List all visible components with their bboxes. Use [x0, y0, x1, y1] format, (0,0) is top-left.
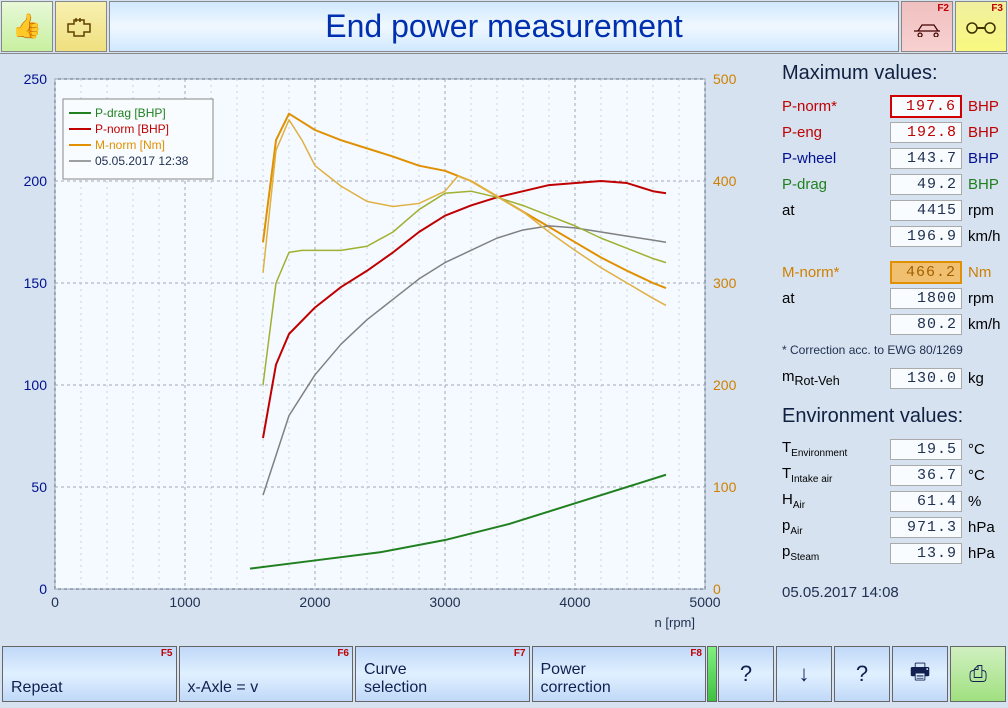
toolbar-icon-button[interactable]: 🖶 [892, 646, 948, 702]
mrot-row: mRot-Veh 130.0 kg [782, 365, 1004, 391]
svg-text:100: 100 [24, 377, 48, 393]
f2-button[interactable]: F2 [901, 1, 953, 52]
f3-button[interactable]: F3 [955, 1, 1007, 52]
svg-text:4000: 4000 [559, 594, 590, 610]
svg-text:50: 50 [31, 479, 47, 495]
value-row: 80.2km/h [782, 311, 1004, 337]
svg-text:P-norm [BHP]: P-norm [BHP] [95, 122, 169, 136]
svg-text:3000: 3000 [429, 594, 460, 610]
right-panel: Maximum values: P-norm*197.6BHPP-eng192.… [776, 54, 1008, 644]
toolbar-icon-button[interactable]: ? [834, 646, 890, 702]
value-row: TIntake air36.7°C [782, 462, 1004, 488]
svg-text:1000: 1000 [169, 594, 200, 610]
svg-text:400: 400 [713, 173, 737, 189]
chart-area: 0100020003000400050000501001502002500100… [0, 54, 776, 644]
svg-text:n [rpm]: n [rpm] [655, 615, 695, 630]
toolbar-icon-button[interactable]: ⎙ [950, 646, 1006, 702]
svg-text:0: 0 [39, 581, 47, 597]
main-area: 0100020003000400050000501001502002500100… [0, 54, 1008, 644]
toolbar-icon-button[interactable]: ↓ [776, 646, 832, 702]
toolbar-icon-button[interactable]: ? [718, 646, 774, 702]
svg-text:200: 200 [24, 173, 48, 189]
bottombar: F5RepeatF6x-Axle = vF7Curve selectionF8P… [0, 644, 1008, 704]
value-row: at4415rpm [782, 197, 1004, 223]
svg-text:250: 250 [24, 71, 48, 87]
svg-text:P-drag [BHP]: P-drag [BHP] [95, 106, 166, 120]
value-row: M-norm*466.2Nm [782, 259, 1004, 285]
value-row: P-eng192.8BHP [782, 119, 1004, 145]
max-values-heading: Maximum values: [782, 62, 1004, 85]
axle-icon [966, 18, 996, 36]
car-icon [910, 17, 944, 37]
topbar: 👍 End power measurement F2 F3 [0, 0, 1008, 54]
env-values-heading: Environment values: [782, 405, 1004, 428]
value-row: P-drag49.2BHP [782, 171, 1004, 197]
value-row: P-norm*197.6BHP [782, 93, 1004, 119]
timestamp: 05.05.2017 14:08 [782, 584, 1004, 601]
svg-text:M-norm [Nm]: M-norm [Nm] [95, 138, 165, 152]
fkey-button[interactable]: F6x-Axle = v [179, 646, 354, 702]
svg-text:300: 300 [713, 275, 737, 291]
svg-text:05.05.2017 12:38: 05.05.2017 12:38 [95, 154, 189, 168]
fkey-button[interactable]: F7Curve selection [355, 646, 530, 702]
value-row: HAir61.4% [782, 488, 1004, 514]
value-row: P-wheel143.7BHP [782, 145, 1004, 171]
svg-text:150: 150 [24, 275, 48, 291]
f2-label: F2 [937, 3, 949, 14]
svg-text:500: 500 [713, 71, 737, 87]
page-title: End power measurement [109, 1, 899, 52]
svg-text:100: 100 [713, 479, 737, 495]
svg-text:2000: 2000 [299, 594, 330, 610]
fkey-button[interactable]: F5Repeat [2, 646, 177, 702]
fkey-button[interactable]: F8Power correction [532, 646, 707, 702]
svg-text:0: 0 [713, 581, 721, 597]
separator [707, 646, 717, 702]
svg-text:0: 0 [51, 594, 59, 610]
correction-note: * Correction acc. to EWG 80/1269 [782, 343, 1004, 357]
value-row: at1800rpm [782, 285, 1004, 311]
value-row: TEnvironment19.5°C [782, 436, 1004, 462]
dyno-chart: 0100020003000400050000501001502002500100… [10, 69, 750, 639]
engine-icon [66, 16, 96, 38]
f3-label: F3 [991, 3, 1003, 14]
value-row: pAir971.3hPa [782, 514, 1004, 540]
engine-button[interactable] [55, 1, 107, 52]
ok-button[interactable]: 👍 [1, 1, 53, 52]
value-row: 196.9km/h [782, 223, 1004, 249]
svg-text:200: 200 [713, 377, 737, 393]
value-row: pSteam13.9hPa [782, 540, 1004, 566]
